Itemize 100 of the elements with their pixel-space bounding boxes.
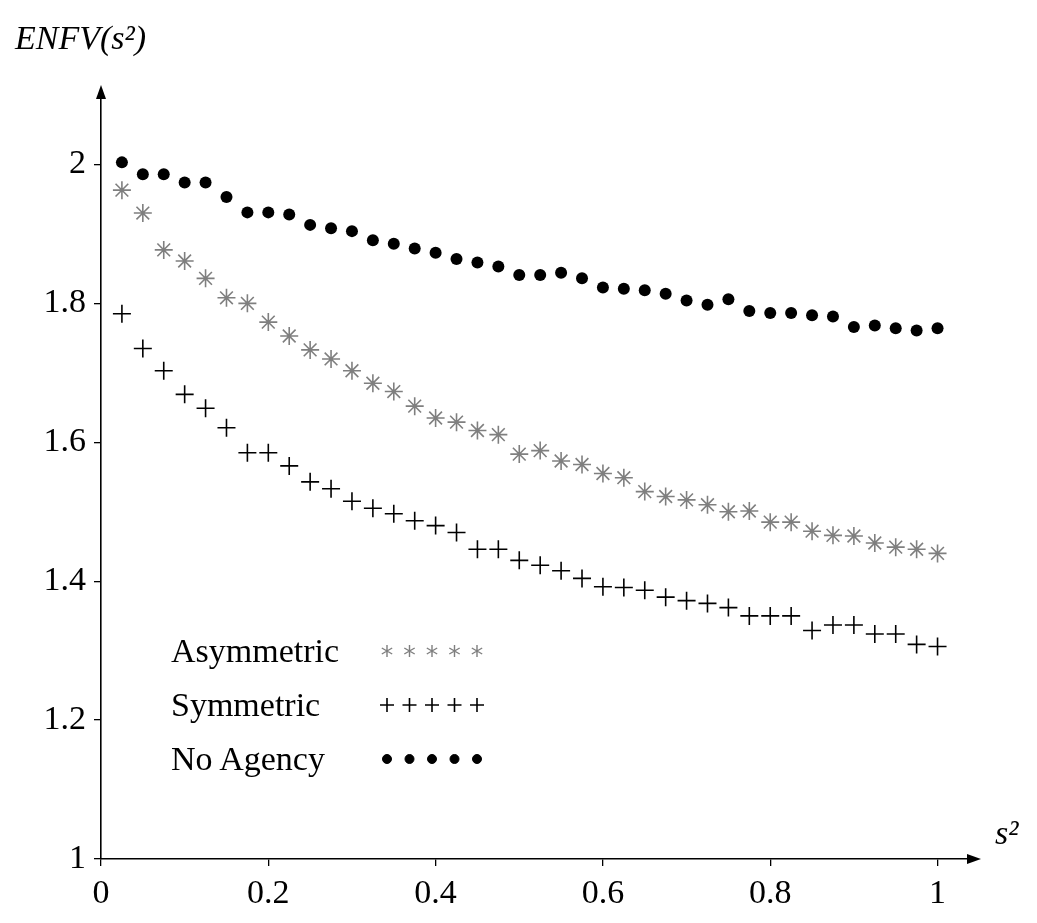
point: [722, 293, 735, 306]
point: [199, 176, 212, 189]
point: [823, 615, 843, 635]
point: [697, 494, 718, 515]
point: [174, 384, 195, 405]
point: [366, 234, 379, 247]
point: [404, 510, 425, 531]
point: [488, 424, 509, 445]
point: [258, 442, 279, 463]
point: [865, 533, 885, 553]
point: [404, 396, 425, 416]
point: [701, 298, 714, 311]
point: [133, 203, 153, 223]
point: [739, 606, 760, 626]
point: [509, 550, 530, 571]
point: [283, 208, 296, 221]
point: [844, 526, 864, 546]
point: [885, 537, 906, 557]
point: [889, 322, 902, 335]
point: [885, 624, 906, 644]
point: [634, 580, 655, 601]
point: [593, 576, 613, 597]
point: [718, 597, 739, 618]
point: [576, 272, 589, 285]
y-axis-title: ENFV(s²): [14, 18, 147, 57]
point: [847, 320, 860, 333]
point: [596, 281, 609, 294]
point: [826, 310, 839, 323]
point: [806, 309, 819, 322]
point: [262, 206, 275, 219]
point: [241, 206, 254, 219]
point: [216, 288, 237, 308]
point: [509, 444, 530, 464]
point: [614, 467, 634, 488]
x-tick-label: 0.8: [748, 873, 792, 911]
point: [634, 481, 655, 502]
point: [492, 260, 505, 273]
point: [680, 294, 693, 307]
point: [802, 521, 822, 541]
point: [279, 456, 300, 476]
point: [534, 268, 547, 281]
point: [195, 268, 216, 289]
point: [115, 156, 128, 169]
y-tick-label: 1.8: [43, 282, 86, 320]
point: [844, 615, 864, 635]
point: [572, 568, 592, 589]
y-tick-label: 1.6: [43, 421, 86, 459]
point: [153, 240, 174, 260]
point: [383, 381, 404, 402]
point: [153, 360, 174, 381]
point: [178, 176, 191, 189]
point: [321, 349, 341, 369]
point: [279, 326, 300, 346]
point: [450, 252, 463, 265]
point: [383, 504, 404, 524]
point: [216, 417, 237, 438]
point: [345, 225, 358, 238]
point: [555, 266, 568, 279]
point: [718, 501, 739, 522]
point: [906, 634, 927, 655]
point: [133, 338, 153, 359]
y-tick-label: 2: [69, 143, 86, 181]
point: [387, 237, 400, 250]
point: [488, 539, 509, 560]
y-tick-label: 1.2: [43, 699, 86, 737]
point: [237, 442, 258, 463]
point: [617, 282, 630, 295]
x-tick-label: 0.6: [581, 873, 625, 911]
x-tick-label: 0: [92, 873, 110, 911]
point: [593, 463, 613, 484]
point: [425, 408, 446, 428]
point: [697, 593, 718, 614]
y-tick-label: 1: [69, 837, 86, 875]
point: [910, 324, 923, 337]
legend-label: Asymmetric: [171, 632, 340, 670]
point: [425, 515, 446, 536]
point: [764, 307, 777, 320]
point: [136, 168, 149, 181]
point: [157, 168, 170, 181]
point: [363, 373, 383, 394]
point: [927, 636, 948, 657]
point: [363, 498, 383, 519]
point: [906, 539, 927, 560]
point: [781, 606, 801, 626]
point: [676, 590, 697, 611]
point: [429, 246, 442, 259]
point: [237, 293, 258, 314]
point: [220, 191, 233, 204]
point: [174, 251, 195, 271]
point: [865, 624, 885, 644]
point: [655, 587, 676, 607]
point: [551, 560, 571, 581]
point: [112, 180, 132, 200]
point: [467, 420, 488, 441]
point: [659, 287, 672, 300]
x-tick-label: 0.2: [247, 873, 290, 911]
point: [325, 222, 338, 235]
point: [300, 340, 320, 360]
point: [760, 606, 781, 626]
point: [614, 577, 634, 598]
